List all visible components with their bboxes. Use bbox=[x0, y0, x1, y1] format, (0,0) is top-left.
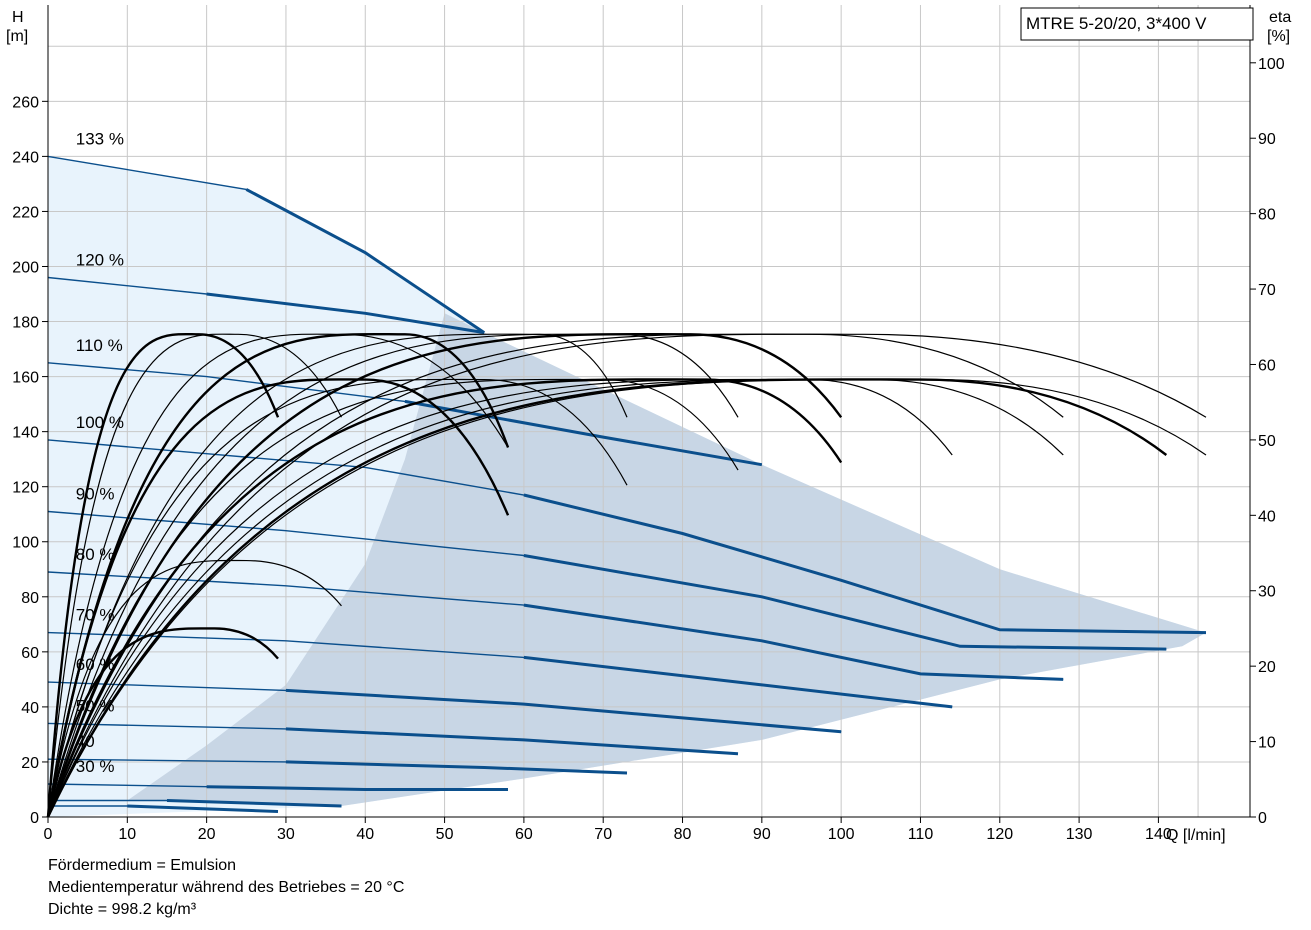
chart-title: MTRE 5-20/20, 3*400 V bbox=[1026, 14, 1207, 33]
speed-curve-label: 30 % bbox=[76, 757, 115, 776]
y-right-tick-label: 10 bbox=[1258, 735, 1276, 752]
y-left-title: H bbox=[12, 9, 24, 26]
x-tick-label: 100 bbox=[828, 826, 855, 843]
x-tick-label: 30 bbox=[277, 826, 295, 843]
speed-curve-operating-5 bbox=[523, 603, 1064, 681]
x-tick-label: 130 bbox=[1066, 826, 1093, 843]
speed-curve-label: 50 % bbox=[76, 696, 115, 715]
x-tick-label: 80 bbox=[674, 826, 692, 843]
note-density: Dichte = 998.2 kg/m³ bbox=[48, 901, 197, 918]
speed-curve-label: 60 % bbox=[76, 655, 115, 674]
y-right-tick-label: 80 bbox=[1258, 207, 1276, 224]
y-right-tick-label: 30 bbox=[1258, 584, 1276, 601]
y-right-tick-label: 40 bbox=[1258, 508, 1276, 525]
note-medium: Fördermedium = Emulsion bbox=[48, 857, 237, 874]
y-left-unit: [m] bbox=[6, 28, 28, 45]
y-right-tick-label: 60 bbox=[1258, 357, 1276, 374]
efficiency-curve-12 bbox=[46, 378, 843, 818]
speed-curve-label: 40 bbox=[76, 732, 95, 751]
y-left-tick-label: 120 bbox=[12, 480, 39, 497]
x-tick-label: 70 bbox=[594, 826, 612, 843]
efficiency-curve-11 bbox=[47, 378, 739, 818]
x-tick-label: 40 bbox=[356, 826, 374, 843]
efficiency-curve-1 bbox=[47, 333, 343, 818]
speed-curve-operating-3 bbox=[523, 493, 1207, 635]
y-left-tick-label: 20 bbox=[21, 755, 39, 772]
y-left-tick-label: 60 bbox=[21, 645, 39, 662]
speed-curve-label: 80 % bbox=[76, 545, 115, 564]
speed-curve-operating-9 bbox=[285, 760, 628, 775]
x-tick-label: 10 bbox=[118, 826, 136, 843]
labels: 133 % 120 % 110 % 100 % 90 % 80 % 70 % 60 % 50 %… bbox=[76, 129, 124, 776]
speed-curve-label: 110 % bbox=[76, 336, 123, 355]
speed-curve-label: 90 % bbox=[76, 484, 115, 503]
x-axis-label: Q [l/min] bbox=[1166, 827, 1226, 844]
efficiency-curve-13 bbox=[47, 378, 953, 818]
efficiency-curve-5 bbox=[47, 333, 739, 818]
y-left-tick-label: 240 bbox=[12, 149, 39, 166]
speed-curve-label: 120 % bbox=[76, 251, 124, 270]
efficiency-curve-4 bbox=[47, 333, 628, 818]
speed-curve-operating-1 bbox=[206, 292, 485, 335]
efficiency-curve-15 bbox=[46, 378, 1168, 818]
efficiency-curve-2 bbox=[47, 333, 509, 818]
y-left-tick-label: 220 bbox=[12, 204, 39, 221]
x-tick-label: 20 bbox=[198, 826, 216, 843]
x-tick-label: 50 bbox=[436, 826, 454, 843]
speed-curve-label: 70 % bbox=[76, 606, 115, 625]
speed-curve-operating-12 bbox=[127, 804, 279, 813]
y-right-tick-label: 50 bbox=[1258, 433, 1276, 450]
speed-curve-operating-10 bbox=[206, 785, 508, 791]
speed-curve-operating-6 bbox=[523, 655, 953, 709]
x-tick-label: 120 bbox=[986, 826, 1013, 843]
speed-curve-label: 100 % bbox=[76, 413, 124, 432]
y-left-tick-label: 100 bbox=[12, 535, 39, 552]
efficiency-curve-14 bbox=[47, 378, 1064, 818]
speed-curve-operating-4 bbox=[523, 554, 1167, 651]
speed-curve-operating-7 bbox=[285, 688, 842, 734]
speed-curves bbox=[47, 155, 1207, 813]
y-left-tick-label: 260 bbox=[12, 94, 39, 111]
x-tick-label: 110 bbox=[908, 826, 934, 843]
efficiency-curve-8 bbox=[47, 333, 1207, 818]
speed-curve-operating-0 bbox=[245, 188, 486, 334]
efficiency-curve-9 bbox=[46, 378, 510, 818]
y-left-tick-label: 140 bbox=[12, 425, 39, 442]
y-left-tick-label: 180 bbox=[12, 315, 39, 332]
y-right-tick-label: 0 bbox=[1258, 810, 1267, 827]
title-box bbox=[1020, 7, 1254, 41]
efficiency-curve-17 bbox=[47, 559, 342, 818]
y-right-tick-label: 20 bbox=[1258, 659, 1276, 676]
y-right-tick-label: 90 bbox=[1258, 131, 1276, 148]
y-left-tick-label: 0 bbox=[30, 810, 39, 827]
y-left-tick-label: 200 bbox=[12, 259, 39, 276]
axes: 0204060801001201401601802002202402600102… bbox=[12, 5, 1285, 843]
speed-curve-operating-11 bbox=[166, 799, 342, 808]
x-tick-label: 140 bbox=[1145, 826, 1172, 843]
efficiency-curve-18 bbox=[46, 627, 279, 818]
note-temperature: Medientemperatur während des Betriebes =… bbox=[48, 879, 405, 896]
y-right-tick-label: 100 bbox=[1258, 56, 1285, 73]
y-left-tick-label: 80 bbox=[21, 590, 39, 607]
y-right-unit: [%] bbox=[1267, 28, 1290, 45]
x-tick-label: 60 bbox=[515, 826, 533, 843]
efficiency-curves bbox=[46, 332, 1207, 818]
x-tick-label: 90 bbox=[753, 826, 771, 843]
y-left-tick-label: 160 bbox=[12, 370, 39, 387]
y-left-tick-label: 40 bbox=[21, 700, 39, 717]
efficiency-curve-16 bbox=[47, 378, 1207, 818]
efficiency-curve-10 bbox=[47, 378, 628, 818]
efficiency-curve-0 bbox=[46, 332, 280, 818]
speed-curve-operating-8 bbox=[285, 727, 739, 756]
y-right-tick-label: 70 bbox=[1258, 282, 1276, 299]
efficiency-curve-3 bbox=[46, 332, 510, 818]
speed-curve-label: 133 % bbox=[76, 129, 124, 148]
x-tick-label: 0 bbox=[44, 826, 53, 843]
y-right-title: eta bbox=[1269, 9, 1291, 26]
operating-area-grey bbox=[127, 313, 1206, 806]
